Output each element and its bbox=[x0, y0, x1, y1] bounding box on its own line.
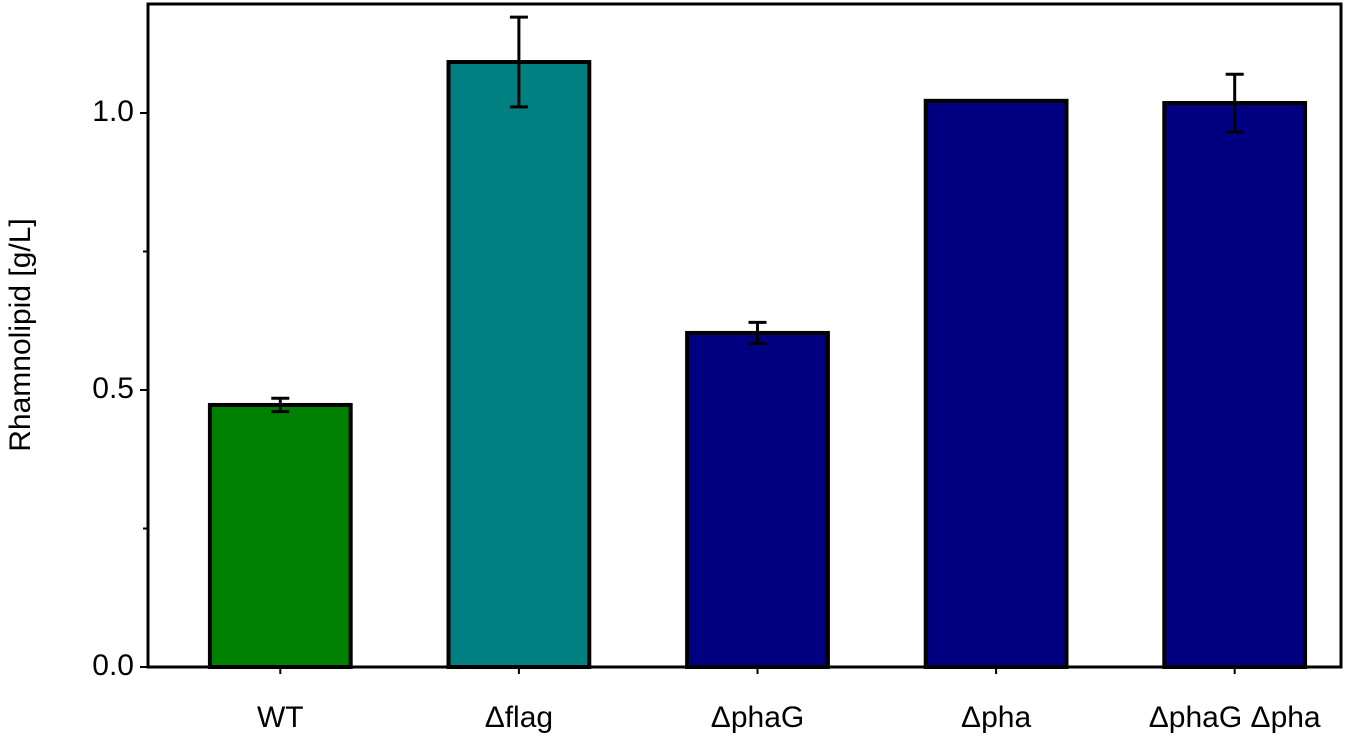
x-tick-label: ΔphaG bbox=[711, 701, 804, 734]
error-bar bbox=[1225, 72, 1244, 134]
bar bbox=[446, 60, 592, 670]
error-bar bbox=[509, 15, 528, 109]
bar bbox=[923, 98, 1069, 669]
y-tick-label: 0.5 bbox=[92, 372, 134, 405]
x-tick-label: WT bbox=[257, 701, 304, 734]
x-tick-label: ΔphaG Δpha bbox=[1149, 701, 1321, 734]
x-tick-label: Δflag bbox=[485, 701, 553, 734]
error-bar bbox=[748, 320, 767, 345]
y-axis-label: Rhamnolipid [g/L] bbox=[4, 218, 37, 451]
y-tick-label: 0.0 bbox=[92, 649, 134, 682]
x-tick-label: Δpha bbox=[961, 701, 1031, 734]
bar bbox=[207, 402, 353, 669]
bar bbox=[1162, 101, 1308, 669]
y-tick-label: 1.0 bbox=[92, 95, 134, 128]
error-bar bbox=[271, 396, 290, 414]
bar bbox=[685, 330, 830, 669]
